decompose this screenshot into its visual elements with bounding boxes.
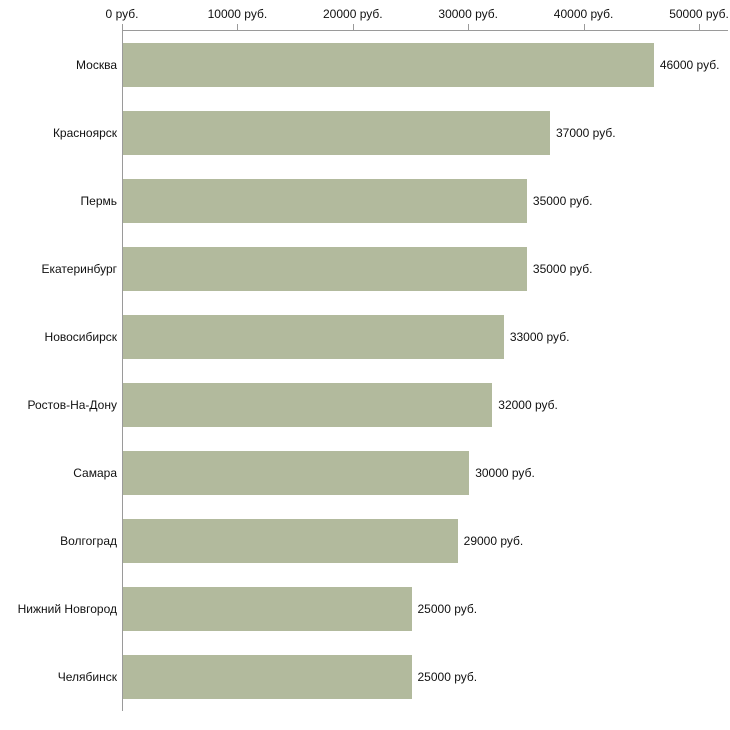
value-label: 25000 руб. xyxy=(417,602,478,616)
bar xyxy=(123,587,412,631)
value-label: 33000 руб. xyxy=(509,330,570,344)
value-label: 35000 руб. xyxy=(532,262,593,276)
bar xyxy=(123,43,654,87)
category-label: Новосибирск xyxy=(44,330,117,344)
bar xyxy=(123,519,458,563)
x-axis-tick: 40000 руб. xyxy=(554,7,613,30)
x-axis: 0 руб. 10000 руб. 20000 руб. 30000 руб. 4000… xyxy=(106,0,729,31)
bar xyxy=(123,111,550,155)
x-axis-tick: 30000 руб. xyxy=(438,7,498,30)
bar xyxy=(123,247,527,291)
category-label: Самара xyxy=(73,466,117,480)
x-axis-tick: 50000 руб. xyxy=(669,7,729,30)
bar xyxy=(123,383,493,427)
bar-row: Красноярск 37000 руб. xyxy=(0,99,730,167)
x-axis-tick: 20000 руб. xyxy=(323,7,383,30)
x-axis-tick-label: 30000 руб. xyxy=(438,7,498,21)
x-axis-tick: 10000 руб. xyxy=(208,7,267,30)
bar-row: Самара 30000 руб. xyxy=(0,439,730,507)
value-label: 46000 руб. xyxy=(659,58,720,72)
bar-row: Челябинск 25000 руб. xyxy=(0,643,730,711)
x-axis-tick-label: 0 руб. xyxy=(105,7,139,21)
bar-row: Екатеринбург 35000 руб. xyxy=(0,235,730,303)
value-label: 37000 руб. xyxy=(555,126,616,140)
value-label: 32000 руб. xyxy=(498,398,558,412)
bar-track: 35000 руб. xyxy=(122,235,730,303)
bar-track: 37000 руб. xyxy=(122,99,730,167)
x-axis-tick-label: 20000 руб. xyxy=(323,7,383,21)
value-label: 29000 руб. xyxy=(463,534,524,548)
x-axis-tick-label: 10000 руб. xyxy=(207,7,268,21)
bar-track: 33000 руб. xyxy=(122,303,730,371)
value-label: 30000 руб. xyxy=(475,466,535,480)
bar xyxy=(123,655,412,699)
x-axis-tick: 0 руб. xyxy=(106,7,138,30)
category-label: Екатеринбург xyxy=(41,262,118,276)
plot-area: Москва 46000 руб. Красноярск 37000 руб. Перм… xyxy=(0,31,730,711)
bar-track: 30000 руб. xyxy=(122,439,730,507)
bar xyxy=(123,315,504,359)
bar-row: Пермь 35000 руб. xyxy=(0,167,730,235)
bar-track: 25000 руб. xyxy=(122,575,730,643)
category-label: Москва xyxy=(76,58,117,72)
bar-row: Москва 46000 руб. xyxy=(0,31,730,99)
bar-row: Нижний Новгород 25000 руб. xyxy=(0,575,730,643)
x-axis-tick-label: 50000 руб. xyxy=(669,7,729,21)
bar-track: 25000 руб. xyxy=(122,643,730,711)
bar-row: Ростов-На-Дону 32000 руб. xyxy=(0,371,730,439)
category-label: Пермь xyxy=(80,194,117,208)
bar-row: Новосибирск 33000 руб. xyxy=(0,303,730,371)
value-label: 35000 руб. xyxy=(532,194,593,208)
category-label: Челябинск xyxy=(57,670,117,684)
category-label: Волгоград xyxy=(60,534,117,548)
bar xyxy=(123,451,470,495)
value-label: 25000 руб. xyxy=(417,670,478,684)
category-label: Нижний Новгород xyxy=(17,602,117,616)
bar-track: 29000 руб. xyxy=(122,507,730,575)
bar-track: 35000 руб. xyxy=(122,167,730,235)
bar-track: 46000 руб. xyxy=(122,31,730,99)
category-label: Ростов-На-Дону xyxy=(27,398,117,412)
category-label: Красноярск xyxy=(52,126,117,140)
x-axis-tick-label: 40000 руб. xyxy=(553,7,614,21)
bar-row: Волгоград 29000 руб. xyxy=(0,507,730,575)
bar-track: 32000 руб. xyxy=(122,371,730,439)
bar xyxy=(123,179,527,223)
